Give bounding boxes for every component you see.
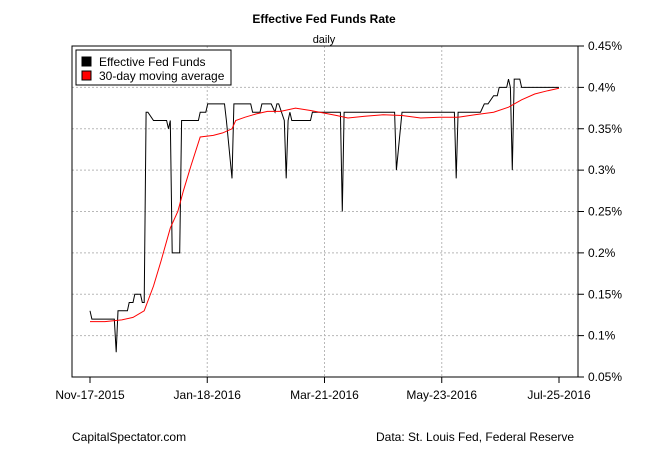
series-layer — [89, 78, 560, 353]
x-tick-label: May-23-2016 — [406, 388, 477, 402]
legend-label-moving-average: 30-day moving average — [99, 69, 225, 83]
legend-label-effective-fed-funds: Effective Fed Funds — [99, 55, 206, 69]
series-line-effective-fed-funds — [89, 78, 559, 353]
x-tick-label: Jan-18-2016 — [174, 388, 242, 402]
axes: Nov-17-2015 Jan-18-2016 Mar-21-2016 May-23-… — [55, 39, 622, 402]
y-tick-label: 0.35% — [588, 122, 622, 136]
legend-box — [75, 49, 232, 86]
chart-subtitle: daily — [313, 34, 336, 46]
y-tick-label: 0.1% — [588, 329, 616, 343]
y-tick-label: 0.05% — [588, 370, 622, 384]
y-tick-label: 0.2% — [588, 246, 616, 260]
gridlines — [72, 46, 578, 377]
x-tick-label: Nov-17-2015 — [55, 388, 125, 402]
y-tick-label: 0.3% — [588, 163, 616, 177]
legend-swatch-moving-average — [81, 70, 92, 81]
x-tick-label: Jul-25-2016 — [527, 388, 591, 402]
series-line-moving-average — [90, 87, 560, 323]
legend: Effective Fed Funds 30-day moving averag… — [75, 49, 232, 86]
x-tick-label: Mar-21-2016 — [290, 388, 359, 402]
y-tick-label: 0.15% — [588, 287, 622, 301]
y-tick-label: 0.4% — [588, 80, 616, 94]
y-tick-label: 0.25% — [588, 205, 622, 219]
footer-data-credit: Data: St. Louis Fed, Federal Reserve — [376, 430, 575, 444]
y-tick-label: 0.45% — [588, 39, 622, 53]
footer-source-site: CapitalSpectator.com — [72, 430, 187, 444]
legend-swatch-effective-fed-funds — [81, 56, 92, 67]
chart-title: Effective Fed Funds Rate — [252, 12, 396, 26]
